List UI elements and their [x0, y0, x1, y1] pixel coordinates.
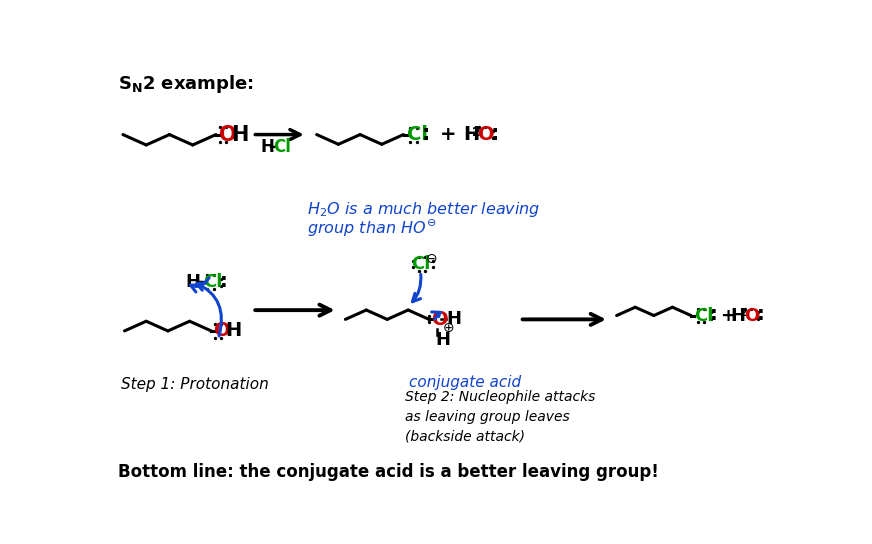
Text: H: H	[446, 311, 461, 329]
Text: Cl: Cl	[411, 255, 430, 273]
Text: Cl: Cl	[406, 125, 427, 144]
Text: :: :	[422, 124, 431, 144]
Text: H: H	[261, 138, 275, 156]
Text: :: :	[757, 305, 765, 324]
Text: H: H	[435, 331, 450, 349]
Text: group than $HO^{\ominus}$: group than $HO^{\ominus}$	[307, 217, 436, 238]
Text: O: O	[219, 125, 236, 145]
Text: O: O	[433, 310, 449, 329]
Text: –: –	[268, 138, 276, 156]
Text: Cl: Cl	[203, 274, 223, 292]
Text: Bottom line: the conjugate acid is a better leaving group!: Bottom line: the conjugate acid is a bet…	[119, 462, 659, 480]
Text: H: H	[463, 125, 480, 144]
Text: $\mathbf{S_N}$$\mathbf{2}$ example:: $\mathbf{S_N}$$\mathbf{2}$ example:	[119, 73, 255, 95]
Text: H: H	[231, 125, 248, 145]
Text: $H_2O$ is a much better leaving: $H_2O$ is a much better leaving	[307, 200, 540, 219]
Text: :: :	[491, 124, 500, 144]
Text: +: +	[440, 125, 457, 144]
Text: Step 1: Protonation: Step 1: Protonation	[120, 377, 269, 392]
Text: Cl: Cl	[273, 138, 291, 156]
Text: :: :	[710, 305, 718, 324]
Text: –: –	[196, 274, 205, 292]
Text: 2: 2	[472, 126, 480, 139]
Text: +: +	[719, 306, 735, 325]
Text: H: H	[186, 274, 201, 292]
Text: ⊕: ⊕	[442, 321, 453, 335]
Text: H: H	[225, 322, 242, 341]
Text: Step 2: Nucleophile attacks
as leaving group leaves
(backside attack): Step 2: Nucleophile attacks as leaving g…	[405, 390, 596, 443]
Text: H: H	[731, 306, 746, 325]
Text: O: O	[745, 306, 760, 325]
Text: Cl: Cl	[694, 306, 713, 325]
Text: 2: 2	[739, 308, 746, 318]
Text: O: O	[478, 125, 494, 144]
Text: :: :	[220, 272, 228, 291]
Text: O: O	[215, 322, 231, 341]
Text: conjugate acid: conjugate acid	[409, 375, 521, 390]
Text: ⊖: ⊖	[426, 251, 437, 265]
